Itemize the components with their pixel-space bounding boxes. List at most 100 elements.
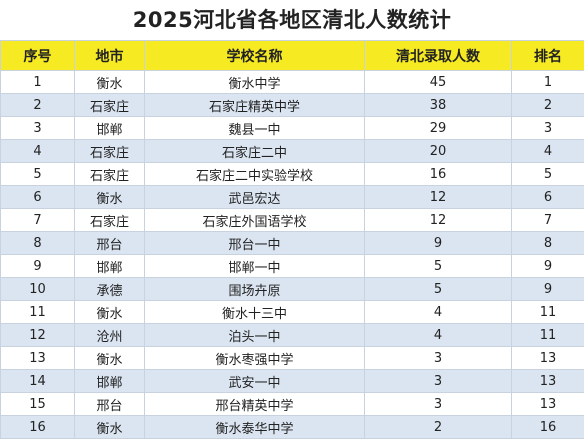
cell-city: 石家庄 [74,208,145,232]
table-row: 12 沧州 泊头一中 4 11 [0,323,584,347]
cell-rank: 13 [511,346,584,370]
cell-rank: 3 [511,116,584,140]
cell-school: 武邑宏达 [144,185,365,209]
cell-rank: 8 [511,231,584,255]
cell-index: 11 [0,300,75,324]
cell-count: 29 [364,116,512,140]
cell-rank: 2 [511,93,584,117]
cell-rank: 9 [511,277,584,301]
cell-school: 石家庄外国语学校 [144,208,365,232]
cell-index: 8 [0,231,75,255]
table-row: 9 邯郸 邯郸一中 5 9 [0,254,584,278]
cell-index: 16 [0,415,75,439]
table-row: 1 衡水 衡水中学 45 1 [0,70,584,94]
cell-school: 石家庄二中 [144,139,365,163]
cell-city: 衡水 [74,300,145,324]
cell-rank: 11 [511,300,584,324]
cell-index: 6 [0,185,75,209]
cell-city: 邯郸 [74,254,145,278]
table-row: 11 衡水 衡水十三中 4 11 [0,300,584,324]
table-row: 5 石家庄 石家庄二中实验学校 16 5 [0,162,584,186]
table-row: 15 邢台 邢台精英中学 3 13 [0,392,584,416]
ranking-table: 序号 地市 学校名称 清北录取人数 排名 1 衡水 衡水中学 45 1 2 石家… [0,40,584,439]
cell-school: 衡水十三中 [144,300,365,324]
cell-city: 石家庄 [74,93,145,117]
cell-city: 邯郸 [74,116,145,140]
cell-index: 9 [0,254,75,278]
cell-school: 衡水中学 [144,70,365,94]
cell-index: 1 [0,70,75,94]
cell-count: 3 [364,392,512,416]
cell-count: 5 [364,254,512,278]
cell-school: 衡水泰华中学 [144,415,365,439]
cell-count: 12 [364,185,512,209]
cell-rank: 4 [511,139,584,163]
cell-school: 魏县一中 [144,116,365,140]
cell-index: 3 [0,116,75,140]
header-admission-count: 清北录取人数 [364,40,512,71]
cell-index: 4 [0,139,75,163]
cell-city: 衡水 [74,185,145,209]
cell-count: 2 [364,415,512,439]
table-row: 16 衡水 衡水泰华中学 2 16 [0,415,584,439]
cell-city: 石家庄 [74,162,145,186]
cell-school: 石家庄精英中学 [144,93,365,117]
cell-school: 武安一中 [144,369,365,393]
cell-school: 衡水枣强中学 [144,346,365,370]
cell-count: 45 [364,70,512,94]
header-school: 学校名称 [144,40,365,71]
cell-city: 邢台 [74,231,145,255]
cell-count: 5 [364,277,512,301]
cell-count: 12 [364,208,512,232]
cell-count: 38 [364,93,512,117]
cell-city: 沧州 [74,323,145,347]
cell-rank: 13 [511,369,584,393]
cell-rank: 9 [511,254,584,278]
cell-count: 3 [364,346,512,370]
cell-index: 12 [0,323,75,347]
table-header: 序号 地市 学校名称 清北录取人数 排名 [0,40,584,71]
cell-index: 13 [0,346,75,370]
table-row: 4 石家庄 石家庄二中 20 4 [0,139,584,163]
cell-city: 衡水 [74,70,145,94]
table-row: 3 邯郸 魏县一中 29 3 [0,116,584,140]
page-title: 2025河北省各地区清北人数统计 [132,8,452,32]
table-row: 10 承德 围场卉原 5 9 [0,277,584,301]
table-row: 6 衡水 武邑宏达 12 6 [0,185,584,209]
cell-rank: 11 [511,323,584,347]
cell-index: 7 [0,208,75,232]
cell-city: 邯郸 [74,369,145,393]
cell-count: 16 [364,162,512,186]
cell-count: 3 [364,369,512,393]
cell-index: 2 [0,93,75,117]
cell-rank: 1 [511,70,584,94]
table-row: 8 邢台 邢台一中 9 8 [0,231,584,255]
header-rank: 排名 [511,40,584,71]
header-index: 序号 [0,40,75,71]
cell-rank: 5 [511,162,584,186]
table-row: 14 邯郸 武安一中 3 13 [0,369,584,393]
header-city: 地市 [74,40,145,71]
cell-school: 泊头一中 [144,323,365,347]
cell-rank: 16 [511,415,584,439]
cell-index: 15 [0,392,75,416]
header-row: 序号 地市 学校名称 清北录取人数 排名 [0,40,584,71]
table-row: 2 石家庄 石家庄精英中学 38 2 [0,93,584,117]
cell-rank: 6 [511,185,584,209]
table-row: 13 衡水 衡水枣强中学 3 13 [0,346,584,370]
cell-city: 石家庄 [74,139,145,163]
cell-index: 5 [0,162,75,186]
cell-school: 邯郸一中 [144,254,365,278]
cell-school: 邢台一中 [144,231,365,255]
cell-school: 围场卉原 [144,277,365,301]
cell-rank: 7 [511,208,584,232]
cell-count: 4 [364,300,512,324]
table-row: 7 石家庄 石家庄外国语学校 12 7 [0,208,584,232]
cell-city: 衡水 [74,415,145,439]
cell-school: 邢台精英中学 [144,392,365,416]
cell-count: 20 [364,139,512,163]
cell-city: 衡水 [74,346,145,370]
cell-city: 承德 [74,277,145,301]
cell-count: 4 [364,323,512,347]
